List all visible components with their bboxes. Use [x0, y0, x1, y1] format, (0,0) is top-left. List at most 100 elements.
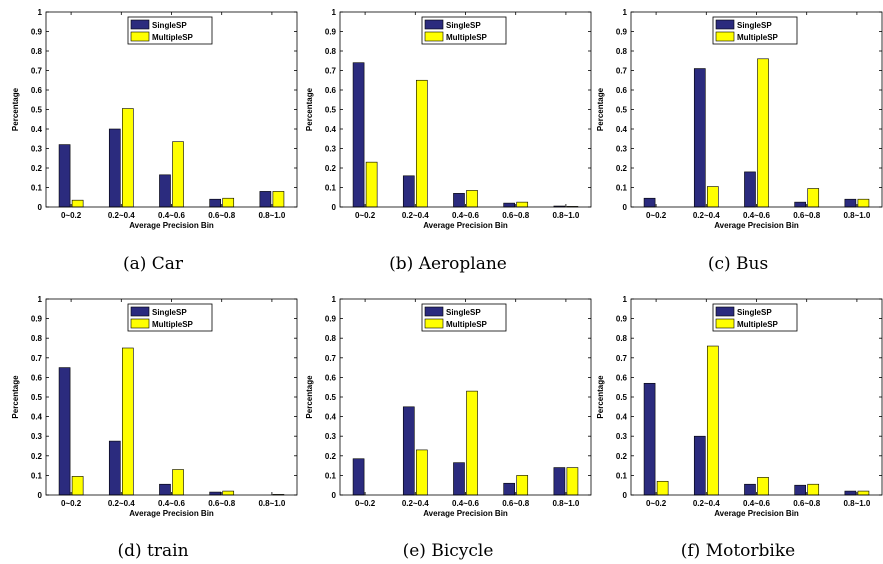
- x-tick-label: 0.6~0.8: [502, 499, 529, 508]
- y-axis-title: Percentage: [596, 87, 605, 131]
- y-tick-label: 1: [332, 295, 337, 304]
- y-tick-label: 0.7: [31, 354, 43, 363]
- panel-caption: (b) Aeroplane: [389, 254, 507, 274]
- bar-multiplesp-2: [122, 108, 134, 208]
- x-tick-label: 0.8~1.0: [843, 211, 870, 220]
- legend-label-multiplesp: MultipleSP: [446, 33, 488, 42]
- y-tick-label: 0.4: [31, 125, 43, 134]
- y-tick-label: 0.3: [616, 432, 628, 441]
- y-tick-label: 0.6: [616, 373, 628, 382]
- bar-singlesp-2: [402, 175, 415, 208]
- y-tick-label: 0.4: [616, 125, 628, 134]
- y-tick-label: 0.2: [616, 452, 628, 461]
- bar-singlesp-4: [503, 202, 516, 208]
- bar-multiplesp-3: [757, 58, 769, 208]
- y-tick-label: 0: [623, 491, 628, 500]
- y-tick-label: 0.1: [616, 471, 628, 480]
- legend-label-singlesp: SingleSP: [152, 21, 187, 30]
- y-tick-label: 0.4: [31, 413, 43, 422]
- x-tick-label: 0~0.2: [355, 499, 376, 508]
- bar-multiplesp-5: [857, 490, 870, 496]
- legend-swatch-multiplesp: [130, 31, 150, 42]
- bar-multiplesp-4: [807, 483, 820, 496]
- y-tick-label: 0.4: [325, 125, 337, 134]
- bar-singlesp-4: [794, 201, 806, 208]
- y-tick-label: 0.9: [31, 315, 43, 324]
- y-tick-label: 0.2: [31, 164, 43, 173]
- y-axis-title: Percentage: [305, 375, 314, 419]
- x-tick-label: 0.6~0.8: [793, 499, 820, 508]
- panel-caption: (f) Motorbike: [681, 541, 795, 561]
- y-tick-label: 0.9: [616, 28, 628, 37]
- legend-swatch-multiplesp: [130, 318, 150, 329]
- bar-singlesp-3: [744, 171, 756, 208]
- x-tick-label: 0.4~0.6: [452, 211, 479, 220]
- y-tick-label: 0: [623, 203, 628, 212]
- bar-multiplesp-3: [757, 477, 769, 496]
- y-tick-label: 0.3: [325, 432, 337, 441]
- y-tick-label: 0.8: [616, 334, 628, 343]
- bar-multiplesp-1: [656, 480, 669, 496]
- x-axis-title: Average Precision Bin: [714, 221, 799, 230]
- legend-swatch-multiplesp: [715, 318, 735, 329]
- y-tick-label: 0.3: [31, 145, 43, 154]
- legend-swatch-singlesp: [715, 19, 735, 30]
- y-tick-label: 1: [38, 8, 43, 17]
- legend-label-multiplesp: MultipleSP: [152, 33, 194, 42]
- bar-singlesp-2: [402, 406, 415, 496]
- bar-singlesp-5: [844, 198, 857, 208]
- y-tick-label: 0.9: [325, 315, 337, 324]
- bar-singlesp-3: [744, 483, 756, 496]
- x-tick-label: 0.8~1.0: [843, 499, 870, 508]
- bar-multiplesp-2: [706, 186, 719, 208]
- y-tick-label: 0.1: [616, 184, 628, 193]
- y-tick-label: 0.9: [616, 315, 628, 324]
- legend-swatch-singlesp: [130, 19, 150, 30]
- x-axis-title: Average Precision Bin: [129, 221, 214, 230]
- y-tick-label: 0.6: [31, 373, 43, 382]
- x-tick-label: 0.8~1.0: [552, 211, 579, 220]
- y-tick-label: 0.3: [325, 145, 337, 154]
- bar-singlesp-2: [693, 68, 706, 208]
- y-tick-label: 0.7: [31, 67, 43, 76]
- x-tick-label: 0.6~0.8: [502, 211, 529, 220]
- legend-label-multiplesp: MultipleSP: [152, 320, 194, 329]
- chart-panel-5: 0 0.1 0.2 0.3 0.4 0.5 0.6 0.7 0.8 0.9 1 0~0.2 0.2~0.…: [305, 295, 592, 561]
- legend-swatch-multiplesp: [424, 318, 444, 329]
- y-tick-label: 0.3: [616, 145, 628, 154]
- legend-label-singlesp: SingleSP: [737, 21, 772, 30]
- y-tick-label: 0.2: [325, 164, 337, 173]
- y-tick-label: 1: [623, 295, 628, 304]
- legend-swatch-singlesp: [424, 306, 444, 317]
- panel-caption: (d) train: [117, 541, 188, 561]
- y-tick-label: 0.5: [31, 393, 43, 402]
- legend-label-multiplesp: MultipleSP: [446, 320, 488, 329]
- x-axis-title: Average Precision Bin: [423, 221, 508, 230]
- y-tick-label: 0.1: [31, 184, 43, 193]
- x-tick-label: 0.2~0.4: [693, 499, 720, 508]
- chart-panel-2: 0 0.1 0.2 0.3 0.4 0.5 0.6 0.7 0.8 0.9 1 0~0.2 0.2~0.…: [305, 8, 592, 274]
- bar-multiplesp-1: [71, 199, 84, 208]
- panel-caption: (c) Bus: [708, 254, 768, 274]
- bar-singlesp-1: [352, 458, 365, 496]
- panel-caption: (e) Bicycle: [403, 541, 494, 561]
- bar-singlesp-2: [108, 440, 121, 496]
- bar-singlesp-2: [108, 128, 121, 208]
- y-tick-label: 0.8: [31, 47, 43, 56]
- x-tick-label: 0.2~0.4: [108, 499, 135, 508]
- x-tick-label: 0~0.2: [355, 211, 376, 220]
- bar-multiplesp-2: [122, 347, 134, 496]
- x-axis-title: Average Precision Bin: [423, 509, 508, 518]
- bar-multiplesp-4: [222, 197, 235, 208]
- y-tick-label: 0.7: [616, 354, 628, 363]
- y-tick-label: 0.5: [616, 106, 628, 115]
- y-tick-label: 0.2: [325, 452, 337, 461]
- bar-singlesp-3: [159, 174, 171, 208]
- legend-label-singlesp: SingleSP: [446, 21, 481, 30]
- y-axis-title: Percentage: [11, 87, 20, 131]
- bar-singlesp-5: [259, 191, 272, 208]
- x-tick-label: 0.2~0.4: [402, 211, 429, 220]
- x-tick-label: 0.6~0.8: [208, 211, 235, 220]
- y-tick-label: 0.6: [616, 86, 628, 95]
- y-tick-label: 0.6: [325, 86, 337, 95]
